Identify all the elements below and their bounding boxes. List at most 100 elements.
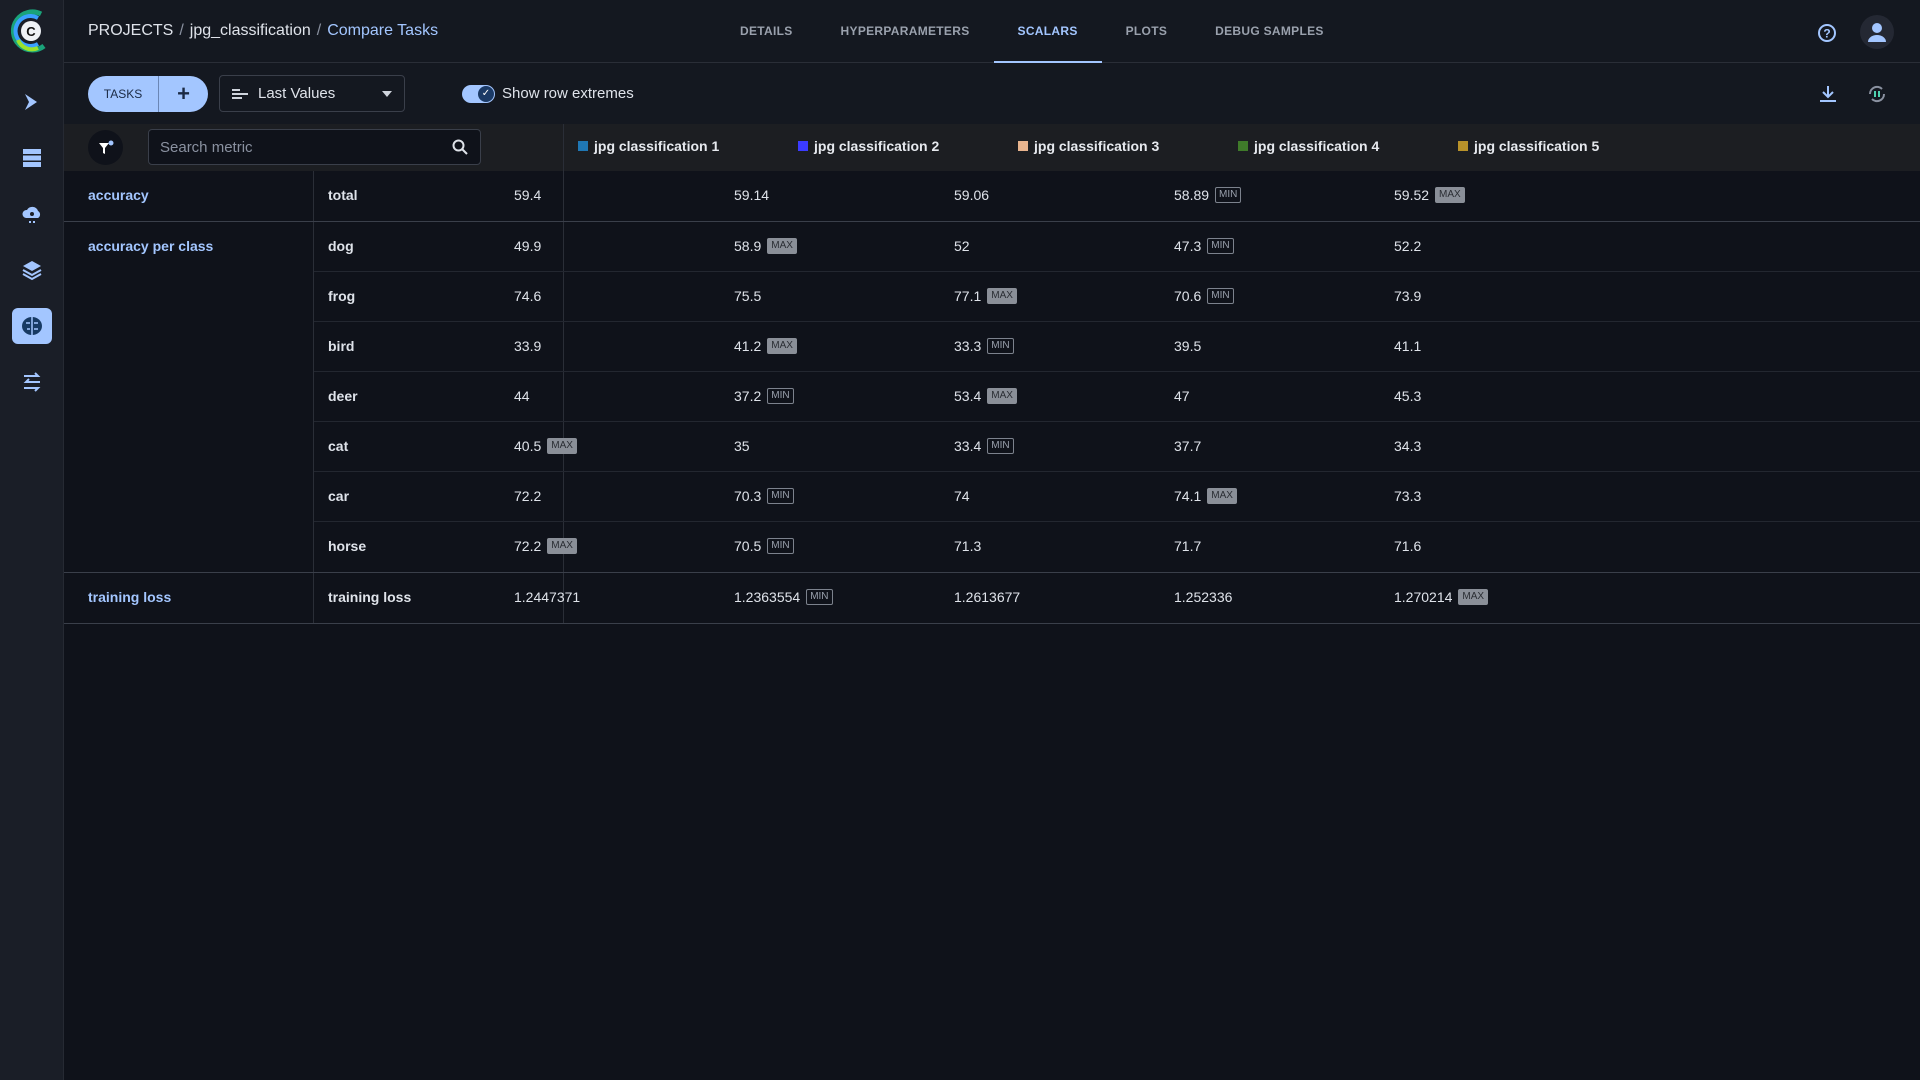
metric-group: accuracy total 59.4 59.14 59.06 58.89 MIN 59.52… xyxy=(64,171,1920,222)
breadcrumb: PROJECTS / jpg_classification / Compare Task… xyxy=(88,22,439,39)
value-mode-select[interactable]: Last Values xyxy=(219,75,405,112)
min-badge: MIN xyxy=(767,538,794,554)
metric-group-name[interactable]: accuracy per class xyxy=(88,238,214,254)
value-cell: 59.52 MAX xyxy=(1394,187,1465,203)
sidebar-item-models[interactable] xyxy=(12,252,52,288)
tab-debug-samples[interactable]: DEBUG SAMPLES xyxy=(1215,24,1324,38)
value: 70.3 xyxy=(734,488,762,504)
value: 49.9 xyxy=(514,238,542,254)
tab-scalars[interactable]: SCALARS xyxy=(993,0,1102,63)
value-cell: 73.3 xyxy=(1394,488,1421,504)
filter-button[interactable] xyxy=(88,130,123,165)
add-task-button[interactable]: + xyxy=(177,81,190,106)
download-icon xyxy=(1820,86,1836,102)
value-cell: 47.3 MIN xyxy=(1174,238,1234,254)
value-cell: 74 xyxy=(954,488,970,504)
value: 1.2613677 xyxy=(954,589,1021,605)
show-row-extremes-label: Show row extremes xyxy=(502,85,634,102)
sidebar-item-reports[interactable] xyxy=(12,364,52,400)
breadcrumb-project[interactable]: jpg_classification xyxy=(189,22,311,39)
sidebar-item-orchestration[interactable] xyxy=(12,196,52,232)
value-cell: 52.2 xyxy=(1394,238,1421,254)
logo-icon[interactable]: C xyxy=(8,8,54,54)
column-header[interactable]: jpg classification 3 xyxy=(1018,138,1159,154)
refresh-paused-icon xyxy=(1868,85,1886,103)
tab-plots[interactable]: PLOTS xyxy=(1125,24,1168,38)
value-cell: 59.06 xyxy=(954,187,989,203)
value-mode-label: Last Values xyxy=(258,85,336,102)
value: 37.7 xyxy=(1174,438,1202,454)
svg-text:?: ? xyxy=(1823,27,1830,41)
auto-refresh-button[interactable] xyxy=(1864,81,1890,107)
max-badge: MAX xyxy=(987,288,1017,304)
column-header[interactable]: jpg classification 2 xyxy=(798,138,939,154)
column-divider xyxy=(563,372,564,421)
value-cell: 73.9 xyxy=(1394,288,1421,304)
value-cell: 74.1 MAX xyxy=(1174,488,1237,504)
help-button[interactable]: ? xyxy=(1812,18,1842,48)
user-avatar[interactable] xyxy=(1860,15,1894,49)
column-title: jpg classification 2 xyxy=(814,138,940,154)
sidebar-item-datasets[interactable] xyxy=(12,140,52,176)
max-badge: MAX xyxy=(547,538,577,554)
column-title: jpg classification 4 xyxy=(1254,138,1380,154)
tab-hyperparameters[interactable]: HYPERPARAMETERS xyxy=(840,24,970,38)
value: 71.3 xyxy=(954,538,982,554)
task-color-swatch xyxy=(798,141,808,151)
download-button[interactable] xyxy=(1815,81,1841,107)
column-divider xyxy=(313,573,314,623)
tab-details[interactable]: DETAILS xyxy=(740,24,793,38)
value-cell: 74.6 xyxy=(514,288,541,304)
max-badge: MAX xyxy=(1207,488,1237,504)
value: 33.4 xyxy=(954,438,982,454)
min-badge: MIN xyxy=(806,589,833,605)
max-badge: MAX xyxy=(767,238,797,254)
value: 33.9 xyxy=(514,338,542,354)
filter-icon xyxy=(98,140,113,154)
min-badge: MIN xyxy=(1207,238,1234,254)
user-icon xyxy=(1868,23,1886,42)
value-cell: 47 xyxy=(1174,388,1190,404)
column-divider xyxy=(313,171,314,221)
value-cell: 71.6 xyxy=(1394,538,1421,554)
sidebar-item-pipelines[interactable] xyxy=(12,84,52,120)
value: 71.6 xyxy=(1394,538,1422,554)
search-icon[interactable] xyxy=(451,138,469,156)
column-header[interactable]: jpg classification 4 xyxy=(1238,138,1379,154)
breadcrumb-projects[interactable]: PROJECTS xyxy=(88,22,174,39)
value: 34.3 xyxy=(1394,438,1422,454)
min-badge: MIN xyxy=(987,438,1014,454)
svg-text:C: C xyxy=(26,24,36,39)
metric-name: horse xyxy=(328,538,367,554)
tasks-button[interactable]: TASKS xyxy=(88,76,159,112)
table-row: horse 72.2 MAX 70.5 MIN 71.3 71.7 71.6 xyxy=(314,522,1920,572)
value-cell: 1.252336 xyxy=(1174,589,1232,605)
max-badge: MAX xyxy=(1435,187,1465,203)
value-cell: 40.5 MAX xyxy=(514,438,577,454)
value: 47.3 xyxy=(1174,238,1202,254)
metric-group-name[interactable]: training loss xyxy=(88,589,172,605)
value: 47 xyxy=(1174,388,1190,404)
max-badge: MAX xyxy=(767,338,797,354)
column-divider xyxy=(563,171,564,221)
search-input[interactable] xyxy=(160,138,451,156)
column-header[interactable]: jpg classification 5 xyxy=(1458,138,1599,154)
value-cell: 33.4 MIN xyxy=(954,438,1014,454)
metric-group: accuracy per class dog 49.9 58.9 MAX 52 47.3 MI… xyxy=(64,222,1920,573)
value: 75.5 xyxy=(734,288,762,304)
column-header[interactable]: jpg classification 1 xyxy=(578,138,719,154)
sidebar-item-experiments[interactable] xyxy=(12,308,52,344)
value: 59.52 xyxy=(1394,187,1430,203)
value: 1.2363554 xyxy=(734,589,801,605)
table-row: car 72.2 70.3 MIN 74 74.1 MAX 73.3 xyxy=(314,472,1920,522)
metric-name: total xyxy=(328,187,358,203)
show-row-extremes-toggle[interactable]: ✓ xyxy=(462,85,495,103)
column-divider xyxy=(563,222,564,271)
value: 77.1 xyxy=(954,288,982,304)
value: 71.7 xyxy=(1174,538,1202,554)
table-row: cat 40.5 MAX 35 33.4 MIN 37.7 34.3 xyxy=(314,422,1920,472)
table-row: deer 44 37.2 MIN 53.4 MAX 47 45.3 xyxy=(314,372,1920,422)
value-cell: 1.2447371 xyxy=(514,589,580,605)
metric-group-name[interactable]: accuracy xyxy=(88,187,149,203)
metric-name: bird xyxy=(328,338,355,354)
